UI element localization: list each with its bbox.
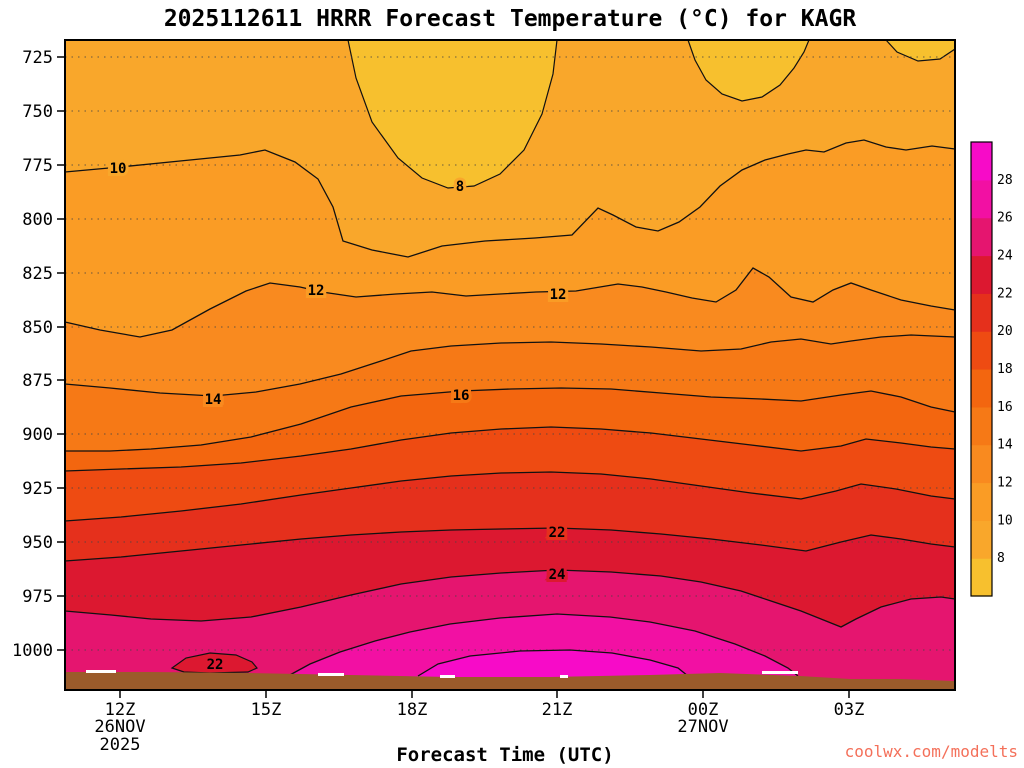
y-tick-label-925: 925 (22, 479, 53, 499)
colorbar-segment-9 (971, 217, 992, 257)
colorbar-segment-7 (971, 293, 992, 332)
y-tick-label-825: 825 (22, 264, 53, 284)
colorbar-segment-8 (971, 255, 992, 294)
contour-label-16-6: 16 (453, 388, 470, 404)
colorbar-segment-5 (971, 369, 992, 408)
colorbar-label-12: 12 (997, 476, 1013, 491)
y-tick-label-850: 850 (22, 318, 53, 338)
colorbar-label-18: 18 (997, 362, 1013, 377)
y-tick-label-1000: 1000 (12, 641, 53, 661)
y-tick-label-975: 975 (22, 587, 53, 607)
colorbar-label-16: 16 (997, 400, 1013, 415)
colorbar-segment-0 (971, 558, 992, 597)
x-tick-label-12Z: 12Z (105, 700, 136, 720)
contour-line-26 (287, 613, 799, 677)
contour-line-12 (64, 267, 956, 338)
colorbar-label-28: 28 (997, 173, 1013, 188)
y-tick-label-950: 950 (22, 533, 53, 553)
date-label-3: 27NOV (677, 717, 728, 737)
watermark: coolwx.com/modelts (845, 742, 1018, 761)
contour-line-14 (64, 334, 956, 397)
surface-mark-2 (318, 673, 344, 676)
plot-border (64, 39, 956, 691)
contour-label-8-2: 8 (456, 179, 464, 195)
chart-title: 2025112611 HRRR Forecast Temperature (°C… (164, 6, 857, 32)
x-tick-label-21Z: 21Z (542, 700, 573, 720)
colorbar-segment-10 (971, 179, 992, 219)
cold-patch-1 (347, 39, 558, 189)
date-label-2: 2025 (100, 735, 141, 755)
colorbar-segment-6 (971, 331, 992, 370)
contour-label-12-3: 12 (308, 283, 325, 299)
surface-mark-4 (560, 675, 568, 678)
y-tick-label-750: 750 (22, 102, 53, 122)
x-tick-label-18Z: 18Z (397, 700, 428, 720)
contour-label-12-4: 12 (550, 287, 567, 303)
colorbar-segment-4 (971, 406, 992, 446)
y-tick-label-775: 775 (22, 156, 53, 176)
colorbar-segment-2 (971, 482, 992, 521)
x-tick-label-00Z: 00Z (688, 700, 719, 720)
contour-line-20 (64, 471, 956, 522)
contour-label-14-5: 14 (205, 392, 222, 408)
contour-label-24-8: 24 (549, 567, 566, 583)
contour-label-22-7: 22 (549, 525, 566, 541)
terrain (65, 672, 955, 690)
surface-mark-3 (440, 675, 455, 678)
contour-line-22 (64, 527, 956, 562)
x-tick-label-15Z: 15Z (251, 700, 282, 720)
x-tick-label-03Z: 03Z (834, 700, 865, 720)
chart-layers: 725 750 775 800 825 850 875 900 925 950 975 1000 12Z… (12, 39, 1013, 755)
y-tick-label-875: 875 (22, 371, 53, 391)
contour-line-10 (64, 139, 956, 258)
x-axis-title: Forecast Time (UTC) (396, 744, 613, 766)
date-label-1: 26NOV (94, 717, 145, 737)
colorbar-label-10: 10 (997, 513, 1013, 528)
colorbar-segment-11 (971, 142, 992, 181)
y-tick-label-800: 800 (22, 210, 53, 230)
colorbar-label-26: 26 (997, 211, 1013, 226)
contour-line-16 (65, 387, 956, 452)
contour-line-24 (64, 569, 956, 628)
cold-patch-2 (687, 39, 810, 102)
colorbar-border (970, 141, 993, 597)
surface-mark-5 (762, 671, 798, 674)
surface-mark-1 (86, 670, 116, 673)
colorbar-segment-3 (971, 444, 992, 484)
colorbar-label-20: 20 (997, 324, 1013, 339)
contour-line-28 (417, 649, 689, 677)
contour-label-22-9: 22 (207, 657, 224, 673)
colorbar-label-24: 24 (997, 249, 1013, 264)
contour-label-10-1: 10 (110, 161, 127, 177)
colorbar-label-14: 14 (997, 438, 1013, 453)
y-tick-label-725: 725 (22, 48, 53, 68)
colorbar-label-8: 8 (997, 551, 1005, 566)
colorbar-label-22: 22 (997, 286, 1013, 301)
colorbar-segment-1 (971, 520, 992, 559)
contour-line-18 (64, 426, 956, 472)
y-tick-label-900: 900 (22, 425, 53, 445)
